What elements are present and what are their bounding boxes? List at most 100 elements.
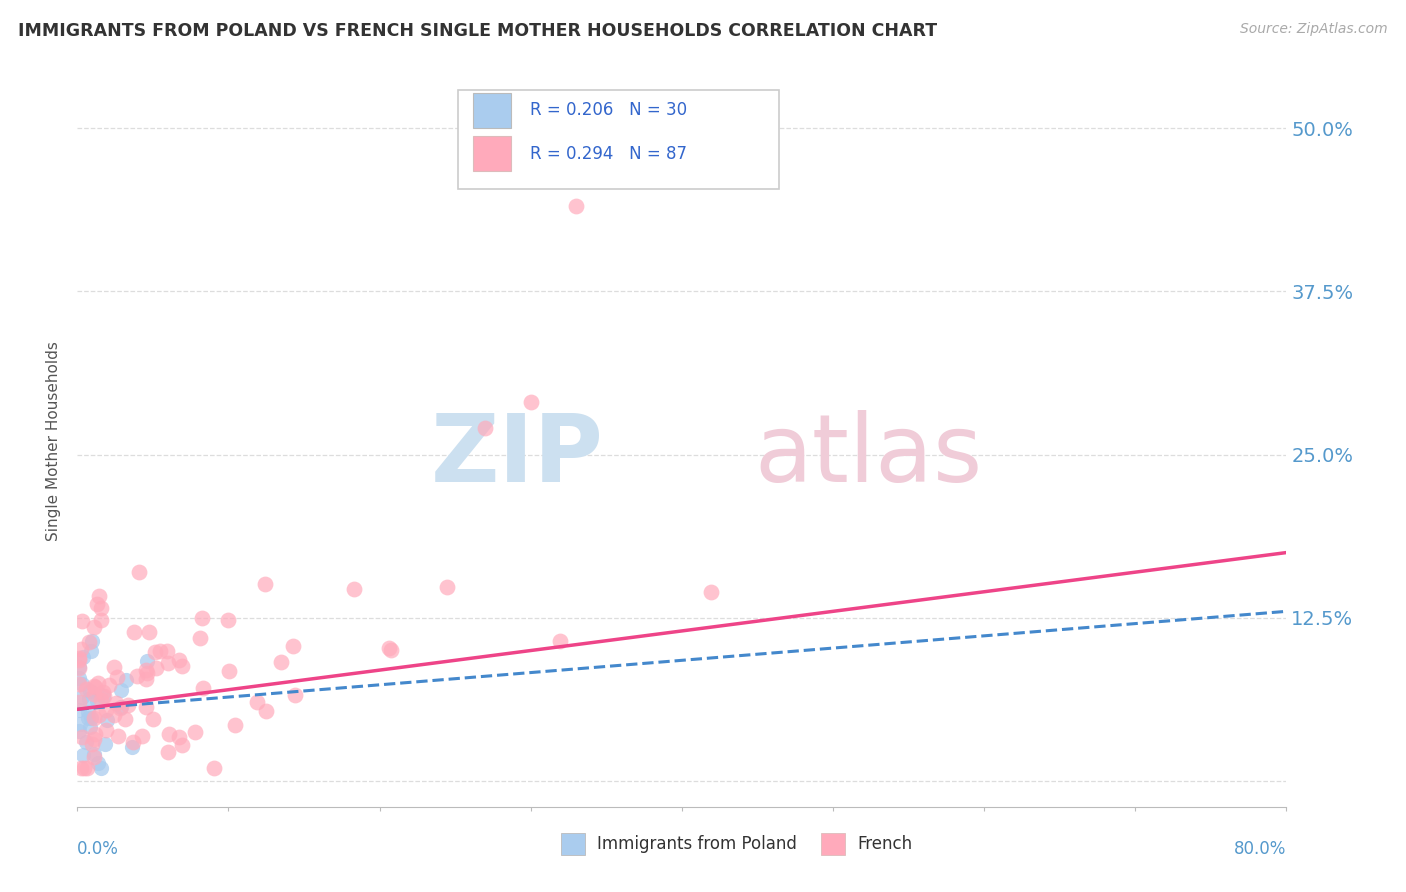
Point <box>89 589 111 603</box>
Point <box>254 577 277 591</box>
Point <box>122 735 145 749</box>
Point <box>142 713 165 727</box>
Point <box>157 656 180 670</box>
Point <box>75 681 97 696</box>
Point <box>191 681 214 696</box>
Point <box>90 693 112 707</box>
Point <box>135 699 157 714</box>
Point <box>90 601 112 615</box>
Point <box>91 684 114 698</box>
Point <box>436 580 458 594</box>
Bar <box>472 136 512 171</box>
Point <box>270 655 292 669</box>
Point <box>90 761 112 775</box>
Point <box>94 737 117 751</box>
Point <box>77 692 100 706</box>
Point <box>110 700 132 714</box>
Point <box>70 614 93 628</box>
Point <box>87 676 110 690</box>
Point <box>70 677 93 691</box>
Point <box>217 613 239 627</box>
Point <box>83 747 105 761</box>
Point <box>117 698 139 712</box>
Point <box>377 641 399 656</box>
Point <box>114 712 136 726</box>
Point <box>80 710 103 724</box>
FancyBboxPatch shape <box>458 90 779 189</box>
Point <box>98 678 121 692</box>
Point <box>69 716 91 731</box>
Point <box>191 611 214 625</box>
Point <box>91 689 114 703</box>
Point <box>170 738 193 752</box>
Point <box>127 669 149 683</box>
Point <box>218 664 240 678</box>
Point <box>96 714 118 728</box>
Point <box>343 582 366 596</box>
Text: 80.0%: 80.0% <box>1234 840 1286 858</box>
Point <box>72 761 94 775</box>
Text: French: French <box>858 835 912 853</box>
Bar <box>561 833 585 855</box>
Text: Immigrants from Poland: Immigrants from Poland <box>598 835 797 853</box>
Point <box>520 395 543 409</box>
Point <box>83 711 105 725</box>
Point <box>77 705 100 719</box>
Point <box>121 739 143 754</box>
Point <box>80 633 103 648</box>
Point <box>474 421 496 435</box>
Point <box>75 734 97 748</box>
Point <box>107 729 129 743</box>
Point <box>76 711 98 725</box>
Text: 0.0%: 0.0% <box>77 840 120 858</box>
Point <box>283 639 305 653</box>
Point <box>138 625 160 640</box>
Point <box>67 671 90 685</box>
Point <box>90 613 112 627</box>
Point <box>172 658 194 673</box>
Bar <box>472 93 512 128</box>
Point <box>86 597 108 611</box>
Point <box>136 665 159 680</box>
Text: ZIP: ZIP <box>430 410 603 502</box>
Point <box>284 688 307 702</box>
Point <box>548 633 571 648</box>
Point <box>224 718 246 732</box>
Y-axis label: Single Mother Households: Single Mother Households <box>46 342 62 541</box>
Text: R = 0.206   N = 30: R = 0.206 N = 30 <box>530 102 686 120</box>
Point <box>83 731 105 746</box>
Point <box>122 625 145 640</box>
Point <box>246 695 269 709</box>
Point <box>96 723 118 737</box>
Point <box>67 660 90 674</box>
Point <box>93 689 115 703</box>
Point <box>67 677 90 691</box>
Point <box>131 729 153 743</box>
Point <box>156 745 179 759</box>
Point <box>83 679 105 693</box>
Point <box>103 708 125 723</box>
Point <box>700 585 723 599</box>
Text: atlas: atlas <box>755 410 983 502</box>
Point <box>70 690 93 704</box>
Point <box>149 644 172 658</box>
Text: R = 0.294   N = 87: R = 0.294 N = 87 <box>530 145 686 163</box>
Point <box>565 199 588 213</box>
Point <box>67 703 90 717</box>
Point <box>82 737 104 751</box>
Point <box>94 703 117 717</box>
Point <box>145 660 167 674</box>
Point <box>87 707 110 722</box>
Point <box>77 635 100 649</box>
Point <box>83 620 105 634</box>
Point <box>135 663 157 677</box>
Point <box>115 673 138 687</box>
Point <box>110 700 132 714</box>
Point <box>80 644 103 658</box>
Point <box>83 686 105 700</box>
Point <box>380 642 402 657</box>
Point <box>67 653 90 667</box>
Point <box>86 694 108 708</box>
Point <box>70 642 93 657</box>
Point <box>128 565 150 579</box>
